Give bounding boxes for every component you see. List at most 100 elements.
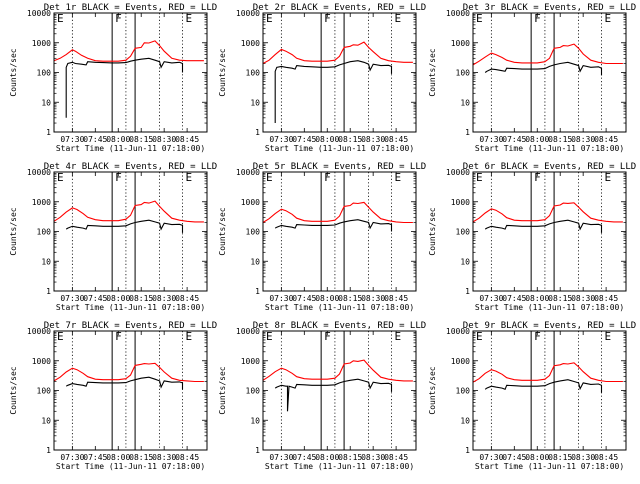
x-tick-label: 08:00	[525, 135, 549, 144]
chart-title: Det 7r BLACK = Events, RED = LLD	[44, 321, 217, 331]
x-tick-label: 07:30	[60, 135, 84, 144]
plot-frame	[53, 171, 208, 292]
x-tick-label: 08:00	[106, 135, 130, 144]
x-tick-label: 08:30	[152, 135, 176, 144]
chart-title: Det 3r BLACK = Events, RED = LLD	[463, 3, 636, 13]
chart-panel-2: Det 2r BLACK = Events, RED = LLD 1 10 100 10…	[218, 3, 426, 153]
y-axis-label: Counts/sec	[428, 366, 437, 414]
x-tick-label: 08:30	[571, 453, 595, 462]
region-marker-label: F	[324, 12, 331, 25]
series-line-lld	[472, 43, 623, 66]
y-tick-label: 10	[250, 416, 260, 425]
y-axis-label: Counts/sec	[218, 48, 227, 96]
y-tick-label: 100	[246, 69, 261, 78]
x-tick-label: 08:30	[361, 453, 385, 462]
x-tick-label: 08:15	[338, 135, 362, 144]
x-tick-label: 08:30	[571, 294, 595, 303]
region-marker-label: F	[115, 171, 122, 184]
series-line-lld	[262, 41, 413, 64]
plot-frame	[53, 12, 208, 133]
x-tick-label: 08:15	[338, 453, 362, 462]
x-tick-label: 07:30	[479, 453, 503, 462]
y-tick-label: 1000	[241, 39, 260, 48]
chart-panel-7: Det 7r BLACK = Events, RED = LLD 1 10 100 10…	[9, 321, 217, 471]
y-tick-label: 10000	[27, 168, 51, 177]
x-axis-label: Start Time (11-Jun-11 07:18:00)	[56, 144, 205, 153]
x-tick-label: 08:45	[594, 135, 618, 144]
x-tick-label: 08:45	[384, 294, 408, 303]
chart-title: Det 5r BLACK = Events, RED = LLD	[253, 162, 426, 172]
x-tick-label: 07:45	[292, 135, 316, 144]
y-tick-label: 1	[465, 446, 470, 455]
chart-title: Det 2r BLACK = Events, RED = LLD	[253, 3, 426, 13]
y-tick-label: 100	[37, 228, 52, 237]
region-marker-label: E	[186, 330, 193, 343]
region-marker-label: E	[605, 12, 612, 25]
region-marker-label: E	[476, 330, 483, 343]
region-marker-label: E	[186, 171, 193, 184]
region-marker-label: F	[534, 171, 541, 184]
series-line-events	[484, 379, 603, 393]
x-tick-label: 08:00	[525, 453, 549, 462]
region-marker-label: E	[266, 330, 273, 343]
y-axis-label: Counts/sec	[9, 366, 18, 414]
y-tick-label: 1	[255, 446, 260, 455]
x-tick-label: 07:45	[502, 135, 526, 144]
y-tick-label: 10	[41, 98, 51, 107]
x-axis-label: Start Time (11-Jun-11 07:18:00)	[265, 303, 414, 312]
y-tick-label: 100	[37, 387, 52, 396]
y-tick-label: 10	[460, 416, 470, 425]
region-marker-label: E	[57, 12, 64, 25]
series-line-events	[274, 219, 393, 232]
y-tick-label: 100	[37, 69, 52, 78]
x-axis-label: Start Time (11-Jun-11 07:18:00)	[56, 303, 205, 312]
region-marker-label: F	[324, 171, 331, 184]
region-marker-label: E	[395, 12, 402, 25]
x-axis-label: Start Time (11-Jun-11 07:18:00)	[265, 462, 414, 471]
series-line-events	[274, 378, 393, 412]
region-marker-label: E	[605, 171, 612, 184]
region-marker-label: E	[395, 171, 402, 184]
x-tick-label: 08:15	[129, 453, 153, 462]
region-marker-label: F	[324, 330, 331, 343]
y-tick-label: 10000	[236, 327, 260, 336]
y-tick-label: 1000	[241, 357, 260, 366]
x-tick-label: 08:45	[384, 135, 408, 144]
y-tick-label: 1000	[451, 357, 470, 366]
region-marker-label: E	[57, 330, 64, 343]
chart-panel-8: Det 8r BLACK = Events, RED = LLD 1 10 100 10…	[218, 321, 426, 471]
y-tick-label: 10	[41, 416, 51, 425]
x-tick-label: 08:00	[525, 294, 549, 303]
x-tick-label: 08:45	[384, 453, 408, 462]
region-marker-label: E	[476, 171, 483, 184]
y-tick-label: 1000	[451, 39, 470, 48]
x-tick-label: 07:30	[269, 294, 293, 303]
x-axis-label: Start Time (11-Jun-11 07:18:00)	[475, 144, 624, 153]
x-tick-label: 07:45	[502, 294, 526, 303]
y-tick-label: 10	[460, 98, 470, 107]
region-marker-label: E	[266, 171, 273, 184]
x-tick-label: 08:30	[361, 294, 385, 303]
chart-panel-3: Det 3r BLACK = Events, RED = LLD 1 10 100 10…	[428, 3, 636, 153]
x-tick-label: 07:45	[292, 453, 316, 462]
series-line-events	[484, 61, 603, 76]
y-tick-label: 100	[456, 387, 471, 396]
y-tick-label: 100	[456, 228, 471, 237]
y-tick-label: 1000	[241, 198, 260, 207]
chart-title: Det 8r BLACK = Events, RED = LLD	[253, 321, 426, 331]
y-tick-label: 10	[460, 257, 470, 266]
x-tick-label: 08:45	[594, 294, 618, 303]
x-tick-label: 08:00	[315, 453, 339, 462]
y-axis-label: Counts/sec	[9, 207, 18, 255]
y-tick-label: 100	[246, 387, 261, 396]
x-tick-label: 08:00	[315, 294, 339, 303]
x-tick-label: 07:45	[502, 453, 526, 462]
x-tick-label: 07:30	[60, 294, 84, 303]
x-tick-label: 07:45	[83, 135, 107, 144]
y-tick-label: 100	[246, 228, 261, 237]
y-tick-label: 10	[250, 98, 260, 107]
region-marker-label: F	[115, 12, 122, 25]
series-line-events	[484, 219, 603, 233]
y-tick-label: 10000	[27, 327, 51, 336]
region-marker-label: E	[395, 330, 402, 343]
